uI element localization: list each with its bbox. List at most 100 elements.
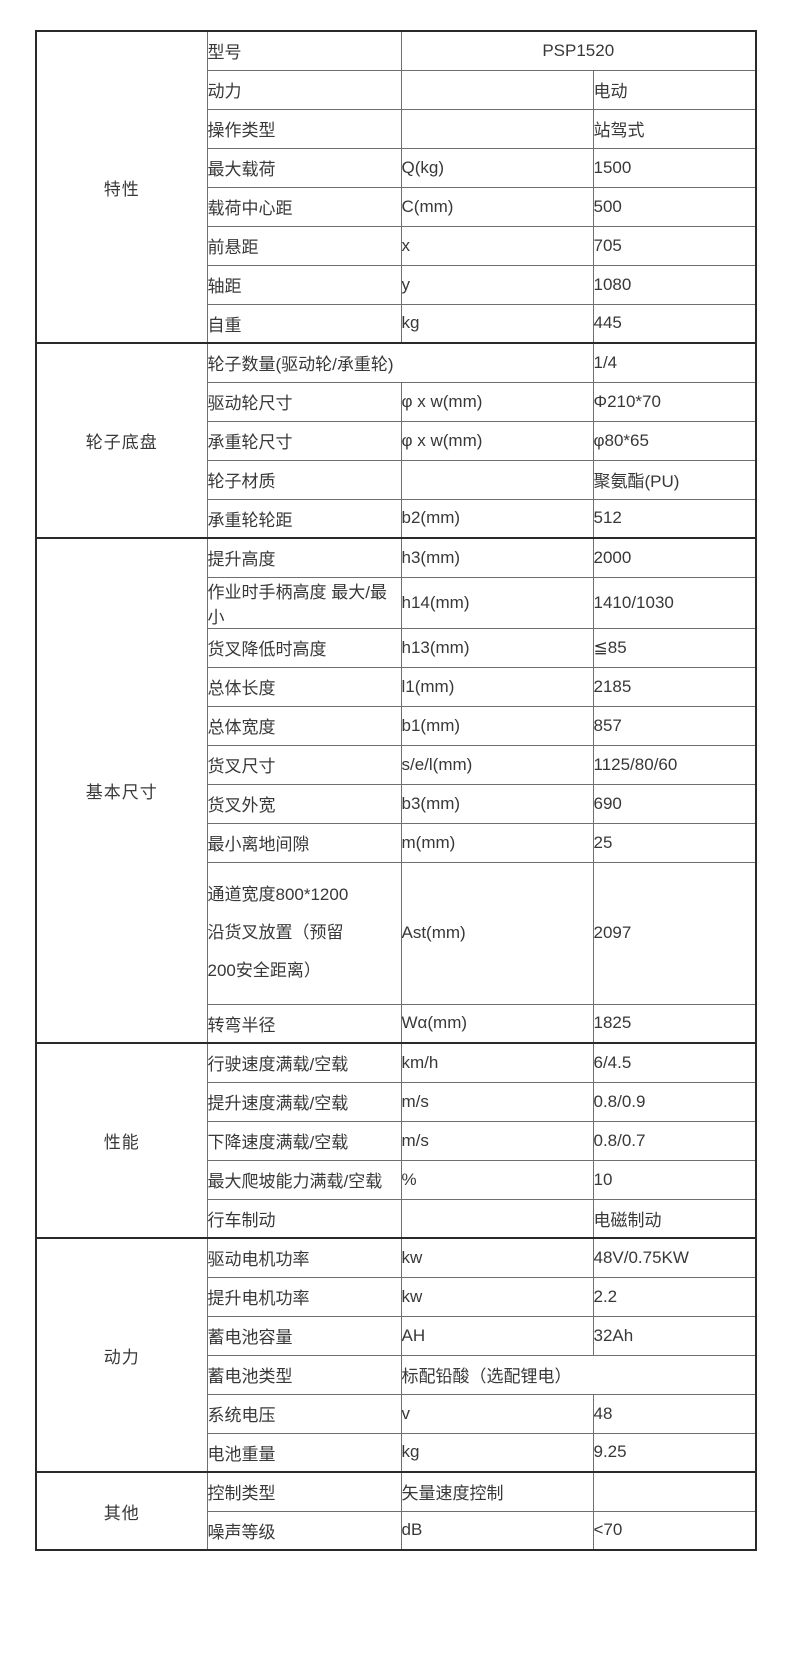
- spec-unit: v: [400, 1393, 594, 1434]
- spec-value: 2185: [592, 666, 757, 707]
- table-row: 总体宽度 b1(mm) 857: [36, 705, 757, 746]
- spec-value: 6/4.5: [592, 1042, 757, 1083]
- table-row: 噪声等级 dB <70: [36, 1510, 757, 1551]
- spec-label: 载荷中心距: [206, 186, 402, 227]
- spec-unit: y: [400, 264, 594, 305]
- spec-value: 1125/80/60: [592, 744, 757, 785]
- table-row: 操作类型 站驾式: [36, 108, 757, 149]
- section-title: 轮子底盘: [35, 342, 208, 539]
- table-row: 前悬距 x 705: [36, 225, 757, 266]
- table-row: 驱动轮尺寸 φ x w(mm) Φ210*70: [36, 381, 757, 422]
- table-row: 特性 型号 PSP1520: [35, 30, 757, 344]
- spec-label: 动力: [206, 69, 402, 110]
- spec-unit: kg: [400, 303, 594, 344]
- section-title: 其他: [35, 1471, 208, 1551]
- table-row: 其他 控制类型 矢量速度控制: [35, 1471, 757, 1551]
- spec-value: 电磁制动: [592, 1198, 757, 1239]
- spec-value: 电动: [592, 69, 757, 110]
- spec-value: 48: [592, 1393, 757, 1434]
- spec-value: Φ210*70: [592, 381, 757, 422]
- spec-unit: h3(mm): [400, 537, 594, 578]
- spec-unit: m/s: [400, 1081, 594, 1122]
- spec-value: 705: [592, 225, 757, 266]
- spec-unit: Q(kg): [400, 147, 594, 188]
- section-title: 动力: [35, 1237, 208, 1473]
- table-row: 轮子材质 聚氨酯(PU): [36, 459, 757, 500]
- spec-label: 转弯半径: [206, 1003, 402, 1044]
- spec-label: 噪声等级: [206, 1510, 402, 1551]
- spec-unit: %: [400, 1159, 594, 1200]
- spec-label: 通道宽度800*1200 沿货叉放置（预留 200安全距离）: [206, 861, 402, 1005]
- table-row: 轮子底盘 轮子数量(驱动轮/承重轮) 1/4: [35, 342, 757, 539]
- spec-unit: [400, 459, 594, 500]
- spec-label: 提升高度: [206, 537, 402, 578]
- table-row: 货叉尺寸 s/e/l(mm) 1125/80/60: [36, 744, 757, 785]
- spec-label: 最大爬坡能力满载/空载: [206, 1159, 402, 1200]
- spec-label: 控制类型: [206, 1471, 402, 1512]
- spec-unit: 矢量速度控制: [400, 1471, 594, 1512]
- spec-label: 承重轮轮距: [206, 498, 402, 539]
- spec-unit: kg: [400, 1432, 594, 1473]
- spec-value: 25: [592, 822, 757, 863]
- table-row: 性能 行驶速度满载/空载 km/h 6/4.5: [35, 1042, 757, 1239]
- spec-value: 500: [592, 186, 757, 227]
- spec-label: 下降速度满载/空载: [206, 1120, 402, 1161]
- table-row: 货叉外宽 b3(mm) 690: [36, 783, 757, 824]
- spec-label: 电池重量: [206, 1432, 402, 1473]
- spec-value: 2097: [592, 861, 757, 1005]
- spec-value: 1825: [592, 1003, 757, 1044]
- spec-value: 1080: [592, 264, 757, 305]
- spec-label: 最小离地间隙: [206, 822, 402, 863]
- spec-unit: [400, 108, 594, 149]
- spec-unit: dB: [400, 1510, 594, 1551]
- spec-label: 行驶速度满载/空载: [206, 1042, 402, 1083]
- spec-label: 系统电压: [206, 1393, 402, 1434]
- table-row: 动力 驱动电机功率 kw 48V/0.75KW: [35, 1237, 757, 1473]
- spec-unit: s/e/l(mm): [400, 744, 594, 785]
- spec-value: 2000: [592, 537, 757, 578]
- spec-value: 1/4: [592, 342, 757, 383]
- spec-unit: kw: [400, 1276, 594, 1317]
- spec-unit: h14(mm): [400, 576, 594, 629]
- spec-value: 标配铅酸（选配锂电）: [400, 1354, 757, 1395]
- table-row: 提升电机功率 kw 2.2: [36, 1276, 757, 1317]
- spec-label: 总体长度: [206, 666, 402, 707]
- spec-unit: m/s: [400, 1120, 594, 1161]
- table-row: 轴距 y 1080: [36, 264, 757, 305]
- spec-value: 690: [592, 783, 757, 824]
- table-row: 最小离地间隙 m(mm) 25: [36, 822, 757, 863]
- table-row: 转弯半径 Wα(mm) 1825: [36, 1003, 757, 1044]
- spec-value: 857: [592, 705, 757, 746]
- table-row: 提升速度满载/空载 m/s 0.8/0.9: [36, 1081, 757, 1122]
- spec-label: 货叉降低时高度: [206, 627, 402, 668]
- spec-label: 轴距: [206, 264, 402, 305]
- spec-label: 自重: [206, 303, 402, 344]
- table-row: 自重 kg 445: [36, 303, 757, 344]
- table-row: 系统电压 v 48: [36, 1393, 757, 1434]
- spec-unit: kw: [400, 1237, 594, 1278]
- table-row: 总体长度 l1(mm) 2185: [36, 666, 757, 707]
- spec-unit: C(mm): [400, 186, 594, 227]
- spec-label: 承重轮尺寸: [206, 420, 402, 461]
- spec-value: 1500: [592, 147, 757, 188]
- spec-unit: [400, 69, 594, 110]
- spec-value: 10: [592, 1159, 757, 1200]
- table-row: 最大载荷 Q(kg) 1500: [36, 147, 757, 188]
- table-row: 基本尺寸 提升高度 h3(mm) 2000: [35, 537, 757, 1044]
- spec-label: 货叉尺寸: [206, 744, 402, 785]
- spec-label: 提升速度满载/空载: [206, 1081, 402, 1122]
- spec-label: 总体宽度: [206, 705, 402, 746]
- spec-label: 货叉外宽: [206, 783, 402, 824]
- spec-unit: [400, 1198, 594, 1239]
- spec-value: 0.8/0.9: [592, 1081, 757, 1122]
- table-row: 最大爬坡能力满载/空载 % 10: [36, 1159, 757, 1200]
- spec-value: 512: [592, 498, 757, 539]
- spec-unit: l1(mm): [400, 666, 594, 707]
- spec-unit: Ast(mm): [400, 861, 594, 1005]
- table-row: 承重轮轮距 b2(mm) 512: [36, 498, 757, 539]
- spec-label: 最大载荷: [206, 147, 402, 188]
- spec-value: 48V/0.75KW: [592, 1237, 757, 1278]
- spec-value: <70: [592, 1510, 757, 1551]
- section-title: 基本尺寸: [35, 537, 208, 1044]
